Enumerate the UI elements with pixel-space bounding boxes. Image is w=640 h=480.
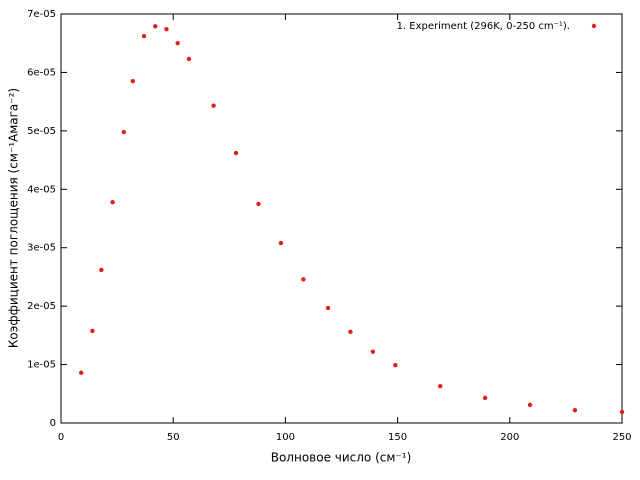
x-tick-label: 250 [612, 432, 631, 443]
x-tick-label: 150 [388, 432, 407, 443]
point [619, 409, 625, 415]
point [130, 78, 136, 84]
y-tick-label: 3e-05 [27, 243, 56, 254]
point [175, 41, 180, 46]
y-tick-label: 5e-05 [27, 126, 56, 137]
x-tick-label: 100 [276, 432, 295, 443]
point [90, 328, 95, 334]
x-axis-title: Волновое число (см⁻¹) [271, 451, 412, 465]
y-tick-label: 4e-05 [27, 184, 56, 195]
point [164, 26, 169, 32]
x-tick-label: 50 [167, 432, 180, 443]
plot-frame [60, 13, 623, 424]
point [572, 407, 578, 413]
point [301, 277, 306, 282]
point [348, 329, 353, 335]
y-tick-label: 7e-05 [27, 9, 56, 20]
point [233, 150, 239, 156]
point [482, 395, 488, 401]
y-tick-label: 6e-05 [27, 67, 56, 78]
point [438, 383, 443, 389]
point [78, 370, 84, 375]
point [393, 362, 398, 368]
y-tick-label: 0 [50, 418, 56, 429]
x-tick-label: 0 [58, 432, 64, 443]
point [153, 24, 158, 29]
point [527, 402, 533, 408]
point [370, 349, 376, 354]
y-axis-title: Коэффициент поглощения (см⁻¹Амага⁻²) [7, 88, 21, 348]
point [141, 34, 147, 39]
legend-label: 1. Experiment (296K, 0-250 cm⁻¹). [397, 21, 570, 32]
point [186, 56, 192, 62]
point [211, 103, 216, 108]
y-tick-label: 1e-05 [27, 360, 56, 371]
legend-marker [591, 23, 597, 29]
point [325, 305, 331, 311]
y-tick-label: 2e-05 [27, 301, 56, 312]
point [278, 240, 284, 246]
point [99, 267, 104, 273]
x-tick-label: 200 [500, 432, 519, 443]
point [256, 201, 261, 207]
point [110, 199, 115, 205]
point [121, 129, 127, 135]
